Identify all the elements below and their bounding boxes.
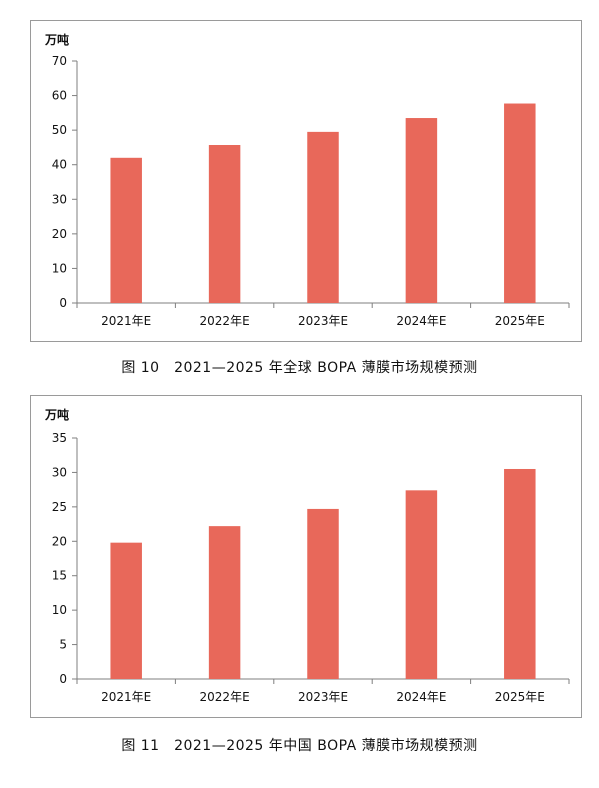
bar-2023年E — [307, 131, 339, 303]
chart-china-bopa: 万吨 0 5 10 15 20 25 30 35 2021年E 2022年E 2023年E 2024年E… — [30, 395, 582, 718]
y-tick-label: 10 — [52, 261, 67, 275]
x-tick-label: 2023年E — [298, 690, 348, 704]
y-tick-label: 20 — [52, 534, 67, 548]
bar-2022年E — [208, 145, 241, 303]
y-tick-label: 20 — [52, 227, 67, 241]
x-tick-label: 2023年E — [298, 314, 348, 328]
x-tick-label: 2021年E — [101, 690, 151, 704]
bar-2022年E — [208, 526, 241, 679]
bar-2025年E — [504, 103, 536, 303]
x-tick-label: 2025年E — [495, 690, 545, 704]
y-tick-label: 60 — [52, 89, 67, 103]
y-tick-label: 30 — [52, 192, 67, 206]
y-tick-label: 0 — [59, 296, 67, 310]
bar-2021年E — [110, 157, 142, 303]
y-tick-label: 15 — [52, 569, 67, 583]
chart-global-bopa-svg: 万吨 0 10 20 30 40 50 60 70 2021年E 2022年E 2023年E 2024年… — [44, 32, 570, 328]
y-tick-label: 0 — [59, 672, 67, 686]
bar-2024年E — [405, 490, 438, 679]
y-tick-label: 30 — [52, 465, 67, 479]
x-tick-label: 2024年E — [396, 690, 446, 704]
bar-2021年E — [110, 542, 142, 679]
y-tick-label: 70 — [52, 54, 67, 68]
x-tick-label: 2024年E — [396, 314, 446, 328]
y-tick-label: 25 — [52, 500, 67, 514]
x-tick-label: 2022年E — [200, 690, 250, 704]
chart-global-bopa: 万吨 0 10 20 30 40 50 60 70 2021年E 2022年E 2023年E 2024年… — [30, 20, 582, 342]
bar-2025年E — [504, 468, 536, 679]
figure-11-caption: 图 11 2021—2025 年中国 BOPA 薄膜市场规模预测 — [121, 738, 478, 754]
x-tick-label: 2021年E — [101, 314, 151, 328]
y-tick-label: 10 — [52, 603, 67, 617]
bar-2023年E — [307, 508, 339, 679]
x-tick-label: 2022年E — [200, 314, 250, 328]
y-tick-label: 5 — [59, 638, 67, 652]
x-tick-label: 2025年E — [495, 314, 545, 328]
chart-china-bopa-svg: 万吨 0 5 10 15 20 25 30 35 2021年E 2022年E 2023年E 2024年E… — [44, 407, 570, 704]
figure-10-caption: 图 10 2021—2025 年全球 BOPA 薄膜市场规模预测 — [121, 360, 478, 376]
bar-2024年E — [405, 118, 438, 304]
y-tick-label: 50 — [52, 123, 67, 137]
y-tick-label: 35 — [52, 431, 67, 445]
y-unit-label: 万吨 — [44, 407, 69, 422]
y-unit-label: 万吨 — [44, 32, 69, 47]
y-tick-label: 40 — [52, 158, 67, 172]
